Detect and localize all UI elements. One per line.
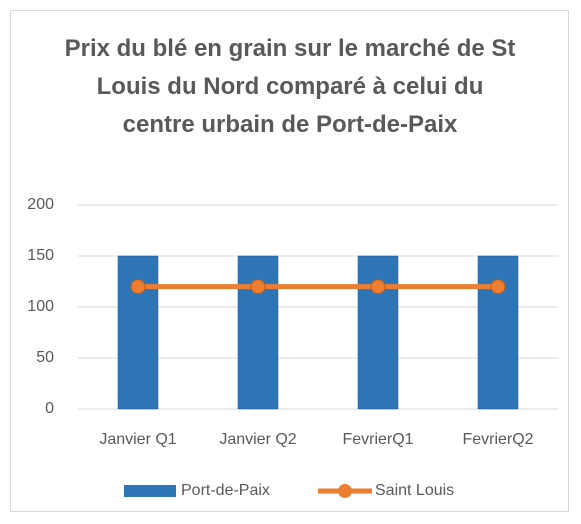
legend-label: Port-de-Paix: [181, 482, 270, 499]
x-tick-label: Janvier Q1: [99, 431, 176, 448]
x-tick-label: FevrierQ2: [462, 431, 533, 448]
chart-title: Prix du blé en grain sur le marché de St…: [64, 35, 516, 138]
x-tick-label: Janvier Q2: [219, 431, 296, 448]
y-tick-label: 200: [27, 196, 54, 213]
legend-swatch: [124, 485, 176, 497]
line-marker: [490, 279, 506, 295]
bar: [357, 255, 399, 410]
chart-frame: [10, 10, 569, 512]
line-marker: [130, 279, 146, 295]
bar: [477, 255, 519, 410]
bar: [117, 255, 159, 410]
y-tick-label: 100: [27, 298, 54, 315]
x-tick-label: FevrierQ1: [342, 431, 413, 448]
y-tick-label: 0: [45, 400, 54, 417]
bar: [237, 255, 279, 410]
y-tick-label: 150: [27, 247, 54, 264]
legend-marker: [338, 484, 352, 498]
line-marker: [370, 279, 386, 295]
line-marker: [250, 279, 266, 295]
y-tick-label: 50: [36, 349, 54, 366]
legend-label: Saint Louis: [375, 482, 454, 499]
